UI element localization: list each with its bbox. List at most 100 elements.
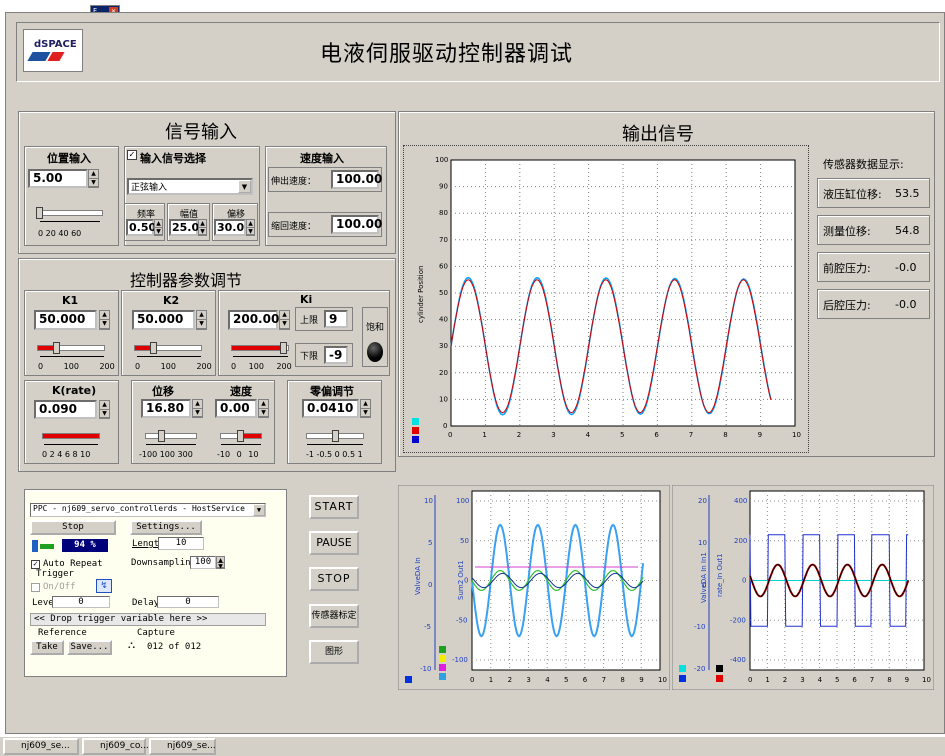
valve-ylabel1: ValveDA In xyxy=(414,557,422,595)
disp-slider-thumb[interactable] xyxy=(158,430,165,442)
ki-lower-field[interactable]: -9 xyxy=(324,346,348,364)
save-button[interactable]: Save... xyxy=(67,640,112,655)
speed-stepper[interactable]: ▲ ▼ xyxy=(258,399,269,418)
start-button[interactable]: START xyxy=(309,495,359,519)
length-field[interactable]: 10 xyxy=(158,537,204,550)
take-button[interactable]: Take xyxy=(30,640,64,655)
ki-upper-field[interactable]: 9 xyxy=(324,310,348,328)
taskbar-item-3[interactable]: nj609_se... xyxy=(149,738,216,755)
chevron-down-icon[interactable]: ▼ xyxy=(238,180,251,193)
k2-stepper[interactable]: ▲ ▼ xyxy=(196,310,207,330)
sensor-calibrate-button[interactable]: 传感器标定 xyxy=(309,604,359,628)
amp-field[interactable]: 25.0 xyxy=(169,219,199,236)
y-tick-label: 0 xyxy=(464,577,468,585)
retract-speed-field[interactable]: 100.00 xyxy=(331,215,382,234)
disp-slider[interactable] xyxy=(145,433,197,439)
zero-field[interactable]: 0.0410 xyxy=(302,399,359,418)
position-stepper[interactable]: ▲ ▼ xyxy=(88,169,99,188)
output-plot-ylabel: cylinder Position xyxy=(417,266,425,323)
legend-blue xyxy=(412,436,419,443)
position-slider[interactable] xyxy=(37,210,103,216)
krate-group xyxy=(24,380,119,464)
input-select-checkbox[interactable]: ✓ xyxy=(127,150,137,160)
krate-scale: 0 2 4 6 8 10 xyxy=(42,450,91,459)
output-plot-grid xyxy=(450,159,796,427)
x-tick-label: 9 xyxy=(639,676,643,684)
level-field[interactable]: 0 xyxy=(52,596,110,608)
ki-stepper[interactable]: ▲ ▼ xyxy=(279,310,290,330)
sensor-value: 53.5 xyxy=(895,187,920,200)
auto-repeat-checkbox[interactable]: ✓ xyxy=(31,560,40,569)
y-tick-label: 30 xyxy=(439,342,448,350)
x-tick-label: 8 xyxy=(887,676,891,684)
valve-series-green xyxy=(471,569,644,592)
taskbar-item-1[interactable]: nj609_se... xyxy=(3,738,79,755)
output-series-cylinder xyxy=(450,279,772,414)
downsampling-label: Downsampling xyxy=(131,558,197,568)
k1-field[interactable]: 50.000 xyxy=(34,310,97,330)
zero-slider-thumb[interactable] xyxy=(332,430,339,442)
speed-slider-thumb[interactable] xyxy=(237,430,244,442)
speed-input-label: 速度输入 xyxy=(300,152,344,165)
chevron-down-icon[interactable]: ▼ xyxy=(253,504,265,516)
ki-slider-thumb[interactable] xyxy=(280,342,287,354)
freq-stepper[interactable]: ▲ ▼ xyxy=(154,219,163,236)
position-input-field[interactable]: 5.00 xyxy=(28,169,88,188)
x-tick-label: 3 xyxy=(800,676,804,684)
delay-field[interactable]: 0 xyxy=(157,596,219,608)
sensor-label: 后腔压力: xyxy=(823,299,871,312)
x-tick-label: 6 xyxy=(852,676,857,684)
ki-field[interactable]: 200.00 xyxy=(228,310,279,330)
saturation-led xyxy=(367,342,383,362)
k2-slider-thumb[interactable] xyxy=(150,342,157,354)
amp-stepper[interactable]: ▲ ▼ xyxy=(198,219,207,236)
k1-stepper[interactable]: ▲ ▼ xyxy=(99,310,110,330)
drop-trigger-area[interactable]: << Drop trigger variable here >> xyxy=(30,613,266,626)
y-tick-label: 100 xyxy=(435,156,448,164)
waveform-select[interactable]: 正弦输入 ▼ xyxy=(127,178,253,195)
x-tick-label: 10 xyxy=(922,676,931,684)
downsampling-stepper[interactable]: ▲ ▼ xyxy=(216,556,225,570)
settings-button[interactable]: Settings... xyxy=(130,520,202,535)
taskbar-item-label: nj609_se... xyxy=(167,741,216,751)
k1-slider-thumb[interactable] xyxy=(53,342,60,354)
taskbar-item-2[interactable]: nj609_co... xyxy=(82,738,149,755)
taskbar xyxy=(0,736,945,756)
y-tick-label: 70 xyxy=(439,236,448,244)
offset-field[interactable]: 30.0 xyxy=(214,219,246,236)
pause-button[interactable]: PAUSE xyxy=(309,531,359,555)
extend-speed-field[interactable]: 100.00 xyxy=(331,170,382,189)
trigger-edge-icon[interactable]: ↯ xyxy=(96,579,112,593)
stop-button[interactable]: STOP xyxy=(309,567,359,591)
y-tick-label: 10 xyxy=(439,395,448,403)
disp-stepper[interactable]: ▲ ▼ xyxy=(192,399,203,418)
sensor-title: 传感器数据显示: xyxy=(823,158,904,171)
x-tick-label: 5 xyxy=(620,431,624,439)
krate-stepper[interactable]: ▲ ▼ xyxy=(99,400,110,419)
trigger-onoff-checkbox[interactable] xyxy=(31,583,40,592)
host-service-value: PPC - nj609_servo_controllerds - HostSer… xyxy=(33,504,245,513)
k2-slider[interactable] xyxy=(134,345,202,351)
freq-field[interactable]: 0.50 xyxy=(126,219,156,236)
rate-ylabel1: ValveDA In In1 xyxy=(700,552,708,603)
krate-field[interactable]: 0.090 xyxy=(34,400,97,419)
position-slider-thumb[interactable] xyxy=(36,207,43,219)
offset-stepper[interactable]: ▲ ▼ xyxy=(246,219,255,236)
y-tick-label: 400 xyxy=(734,497,747,505)
host-service-select[interactable]: PPC - nj609_servo_controllerds - HostSer… xyxy=(30,503,266,517)
downsampling-field[interactable]: 100 xyxy=(190,556,216,569)
k2-ticks xyxy=(137,353,201,357)
stop-capture-button[interactable]: Stop xyxy=(30,520,116,535)
graph-button[interactable]: 图形 xyxy=(309,640,359,664)
zero-stepper[interactable]: ▲ ▼ xyxy=(360,399,371,418)
capture-percent: 94 % xyxy=(62,539,108,552)
close-icon[interactable]: ✕ xyxy=(109,7,118,16)
k1-slider[interactable] xyxy=(37,345,105,351)
k2-field[interactable]: 50.000 xyxy=(132,310,195,330)
disp-field[interactable]: 16.80 xyxy=(141,399,191,418)
saturation-box xyxy=(362,307,388,367)
ki-group xyxy=(218,290,390,376)
speed-field[interactable]: 0.00 xyxy=(215,399,257,418)
